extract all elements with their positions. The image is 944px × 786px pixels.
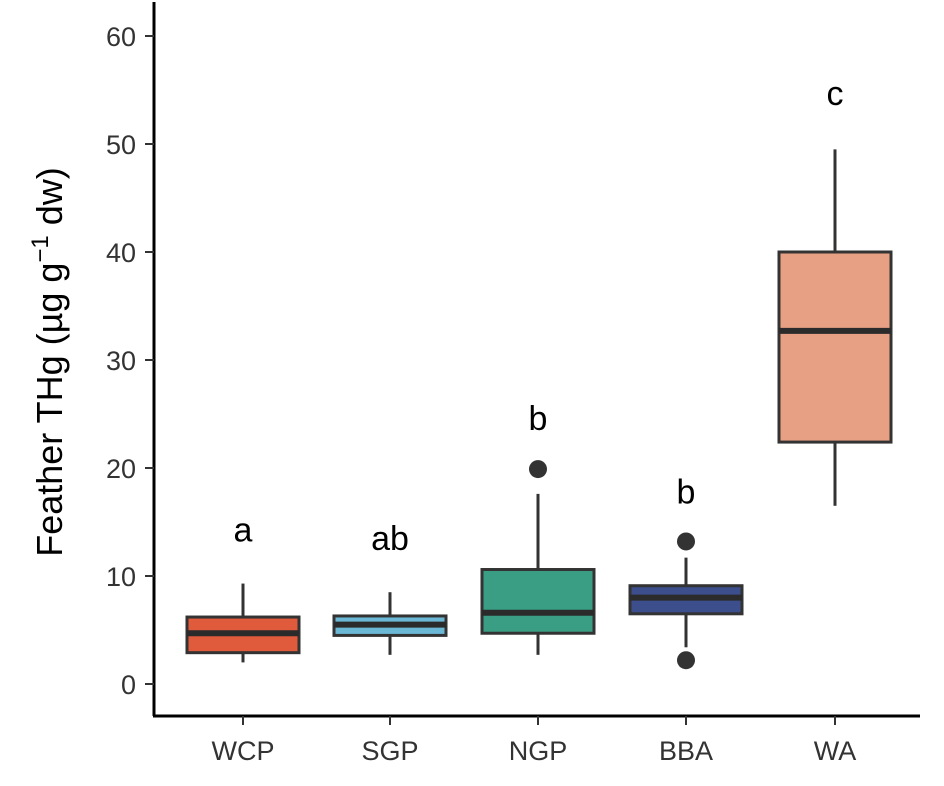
group-letters: a ab b b c [234, 75, 844, 558]
x-tick-label: WA [814, 736, 857, 766]
y-tick-label: 10 [106, 562, 136, 592]
outlier-point [677, 651, 695, 670]
y-axis-title-unit: µg g [29, 263, 70, 334]
y-tick-label: 50 [106, 130, 136, 160]
y-tick-label: 40 [106, 238, 136, 268]
x-tick-label: SGP [361, 736, 418, 766]
x-tick-label: BBA [659, 736, 713, 766]
y-axis-title-suffix: dw) [29, 167, 70, 235]
y-tick-label: 0 [121, 670, 136, 700]
outlier-point [529, 460, 547, 479]
group-letter-sgp: ab [371, 520, 409, 558]
box-ngp [480, 460, 596, 655]
box-sgp [332, 592, 448, 655]
group-letter-wa: c [827, 75, 844, 113]
y-axis-title-exponent: −1 [27, 235, 54, 262]
box-bba [628, 532, 744, 670]
x-ticks: WCP SGP NGP BBA WA [212, 716, 857, 766]
boxes [185, 149, 893, 670]
group-letter-wcp: a [234, 511, 253, 549]
outlier-point [677, 532, 695, 551]
y-tick-label: 30 [106, 346, 136, 376]
x-tick-label: WCP [212, 736, 275, 766]
group-letter-ngp: b [529, 400, 548, 438]
y-axis-title: Feather THg (µg g−1 dw) [27, 167, 70, 557]
y-tick-label: 60 [106, 22, 136, 52]
x-tick-label: NGP [509, 736, 568, 766]
y-tick-label: 20 [106, 454, 136, 484]
y-axis-title-prefix: Feather THg ( [29, 333, 70, 556]
box-wcp [185, 583, 301, 663]
y-ticks: 0 10 20 30 40 50 60 [106, 22, 154, 700]
box-wa [777, 149, 893, 506]
box-body [777, 250, 893, 444]
group-letter-bba: b [677, 474, 696, 512]
box-body [480, 568, 596, 635]
